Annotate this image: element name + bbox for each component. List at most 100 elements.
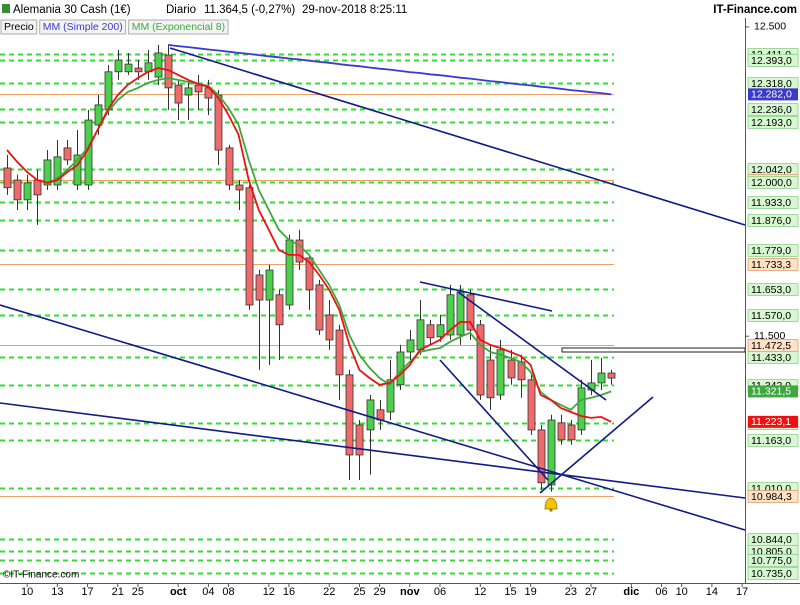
- candle-body: [496, 349, 505, 396]
- level-label: 11.933,0: [751, 197, 791, 209]
- level-tag: [747, 196, 799, 209]
- candle-body: [325, 314, 334, 341]
- candle-body: [245, 187, 254, 306]
- trend-line: [0, 402, 746, 499]
- x-tick-label: 12: [263, 586, 275, 598]
- header-icon: [2, 4, 10, 13]
- series-tag-label: 11.223,1: [751, 416, 791, 428]
- candle-body: [345, 374, 354, 456]
- x-tick-label: nov: [400, 586, 420, 598]
- x-tick-label: 25: [353, 586, 365, 598]
- level-label: 10.775,0: [751, 555, 792, 567]
- candle-body: [265, 269, 274, 301]
- trend-line: [539, 396, 654, 494]
- candle-body: [476, 324, 485, 396]
- x-tick-label: 13: [51, 586, 63, 598]
- candle-body: [285, 239, 294, 306]
- candle-body: [94, 104, 103, 126]
- trend-line: [0, 304, 746, 531]
- period: Diario: [166, 4, 196, 16]
- candle-body: [597, 372, 606, 384]
- level-label: 11.163,0: [751, 435, 791, 447]
- level-tag: [747, 490, 799, 503]
- brand: IT-Finance.com: [713, 4, 797, 16]
- level-tag: [747, 214, 799, 227]
- instrument-title: Alemania 30 Cash (1€): [13, 4, 131, 16]
- level-tag: [747, 283, 799, 296]
- x-tick-label: 19: [525, 586, 537, 598]
- candle-body: [567, 424, 576, 441]
- series-tag: [748, 385, 798, 398]
- candle-body: [426, 324, 435, 339]
- candle-body: [355, 424, 364, 456]
- x-tick-label: 12: [474, 586, 486, 598]
- series-tag: [748, 415, 798, 428]
- moving-average-line: [167, 44, 612, 96]
- candle-body: [466, 294, 475, 331]
- series-tag-label: 12.282,0: [751, 89, 792, 101]
- alert-icon: [544, 497, 558, 512]
- candle-body: [3, 167, 12, 189]
- candle-body: [416, 319, 425, 351]
- candle-body: [486, 359, 495, 399]
- legend-label: MM (Exponencial 8): [132, 21, 225, 33]
- x-tick-label: 10: [676, 586, 688, 598]
- x-tick-label: 15: [504, 586, 516, 598]
- level-tag: [747, 258, 799, 271]
- candle-body: [73, 154, 82, 186]
- level-label: 10.984,3: [751, 491, 792, 503]
- candle-body: [184, 87, 193, 96]
- candle-body: [295, 239, 304, 263]
- trend-lines: [0, 47, 746, 531]
- level-tag: [747, 434, 799, 447]
- legend-entry: [0, 19, 38, 35]
- quote-datetime: 29-nov-2018 8:25:11: [302, 4, 407, 16]
- level-tag: [747, 309, 799, 322]
- candle-body: [507, 359, 516, 379]
- legend-entry: [128, 19, 229, 35]
- x-tick-label: 25: [132, 586, 144, 598]
- series-tag: [748, 88, 798, 101]
- level-label: 11.733,3: [751, 259, 791, 271]
- level-label: 10.844,0: [751, 534, 792, 546]
- candle-body: [456, 291, 465, 336]
- moving-average-line: [46, 77, 612, 411]
- candle-body: [174, 84, 183, 104]
- y-axis: 12.411,012.393,012.318,012.236,012.193,0…: [745, 21, 799, 580]
- level-label: 11.472,5: [751, 340, 791, 352]
- trend-line: [439, 359, 549, 481]
- x-tick-label: 06: [655, 586, 667, 598]
- level-label: 12.042,0: [751, 164, 792, 176]
- candle-body: [255, 274, 264, 301]
- trend-line: [419, 281, 553, 312]
- level-tag: [747, 567, 799, 580]
- level-tag: [747, 176, 799, 189]
- candle-body: [63, 147, 72, 161]
- candle-body: [446, 294, 455, 336]
- x-tick-label: 17: [81, 586, 93, 598]
- x-tick-label: 04: [202, 586, 214, 598]
- candle-body: [315, 284, 324, 331]
- candle-body: [225, 147, 234, 186]
- candle-body: [235, 184, 244, 191]
- series-tag-label: 11.321,5: [751, 386, 791, 398]
- y-tick-label: 12.500: [754, 21, 786, 33]
- x-tick-label: 08: [222, 586, 234, 598]
- x-tick-label: 22: [323, 586, 335, 598]
- candle-body: [577, 387, 586, 431]
- candle-body: [436, 324, 445, 338]
- candle-body: [406, 339, 415, 353]
- moving-average-line: [6, 67, 612, 423]
- level-tag: [747, 351, 799, 364]
- candle-body: [607, 372, 616, 379]
- candle-body: [305, 257, 314, 291]
- candle-body: [124, 63, 133, 73]
- x-tick-label: 10: [21, 586, 33, 598]
- candle-body: [53, 156, 62, 186]
- legend: Precio MM (Simple 200) MM (Exponencial 8): [0, 19, 229, 35]
- level-label: 11.433,0: [751, 352, 791, 364]
- candle-body: [23, 182, 32, 201]
- level-label: 12.000,0: [751, 177, 792, 189]
